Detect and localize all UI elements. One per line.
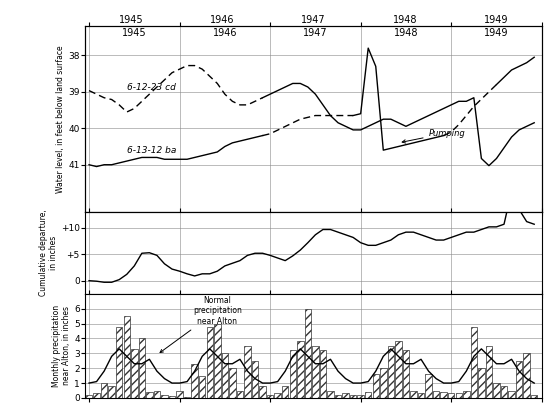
- Bar: [358, 395, 364, 398]
- Bar: [260, 386, 266, 398]
- Bar: [403, 350, 409, 398]
- Bar: [455, 393, 462, 398]
- Bar: [342, 393, 349, 398]
- Bar: [124, 316, 130, 398]
- Bar: [116, 326, 123, 398]
- Text: 1949: 1949: [484, 28, 509, 38]
- Bar: [478, 368, 485, 398]
- Text: 1948: 1948: [394, 28, 418, 38]
- Y-axis label: Water level, in feet below land surface: Water level, in feet below land surface: [57, 45, 65, 193]
- Bar: [418, 393, 424, 398]
- Bar: [86, 395, 92, 398]
- Bar: [191, 364, 198, 398]
- Bar: [169, 396, 175, 398]
- Bar: [493, 383, 500, 398]
- Bar: [229, 368, 235, 398]
- Text: 1946: 1946: [213, 28, 237, 38]
- Text: 1949: 1949: [484, 15, 508, 25]
- Bar: [177, 391, 183, 398]
- Bar: [441, 392, 447, 398]
- Bar: [501, 386, 507, 398]
- Bar: [236, 391, 243, 398]
- Bar: [486, 346, 492, 398]
- Bar: [388, 346, 394, 398]
- Bar: [131, 349, 138, 398]
- Bar: [508, 391, 515, 398]
- Bar: [395, 341, 402, 398]
- Text: 1946: 1946: [210, 15, 234, 25]
- Bar: [524, 354, 530, 398]
- Bar: [327, 391, 334, 398]
- Bar: [161, 395, 168, 398]
- Text: Normal
precipitation
near Alton: Normal precipitation near Alton: [160, 296, 242, 353]
- Bar: [312, 346, 318, 398]
- Text: 1945: 1945: [122, 28, 147, 38]
- Text: 1947: 1947: [303, 28, 328, 38]
- Bar: [252, 361, 258, 398]
- Bar: [365, 392, 371, 398]
- Bar: [372, 374, 379, 398]
- Bar: [244, 346, 251, 398]
- Text: Pumping: Pumping: [402, 128, 465, 143]
- Bar: [410, 391, 417, 398]
- Text: 6-12-23 cd: 6-12-23 cd: [126, 82, 175, 92]
- Text: 1947: 1947: [301, 15, 326, 25]
- Bar: [146, 392, 152, 398]
- Bar: [448, 393, 454, 398]
- Bar: [267, 395, 273, 398]
- Bar: [153, 391, 160, 398]
- Text: 1945: 1945: [119, 15, 143, 25]
- Bar: [516, 361, 522, 398]
- Y-axis label: Monthly precipitation
near Alton, in inches: Monthly precipitation near Alton, in inc…: [52, 305, 71, 387]
- Bar: [274, 393, 281, 398]
- Bar: [433, 391, 439, 398]
- Y-axis label: Cumulative departure,
in inches: Cumulative departure, in inches: [39, 210, 58, 297]
- Bar: [531, 395, 537, 398]
- Bar: [222, 354, 228, 398]
- Bar: [297, 341, 304, 398]
- Bar: [207, 326, 213, 398]
- Bar: [214, 324, 221, 398]
- Bar: [139, 339, 145, 398]
- Bar: [350, 395, 356, 398]
- Bar: [199, 376, 205, 398]
- Text: 1948: 1948: [393, 15, 417, 25]
- Bar: [380, 368, 387, 398]
- Bar: [108, 386, 115, 398]
- Bar: [320, 350, 326, 398]
- Bar: [463, 391, 470, 398]
- Bar: [94, 393, 100, 398]
- Bar: [282, 386, 288, 398]
- Text: 6-13-12 ba: 6-13-12 ba: [126, 146, 176, 155]
- Bar: [289, 350, 296, 398]
- Bar: [101, 383, 107, 398]
- Bar: [305, 309, 311, 398]
- Bar: [184, 397, 190, 398]
- Bar: [335, 395, 341, 398]
- Bar: [471, 326, 477, 398]
- Bar: [425, 374, 432, 398]
